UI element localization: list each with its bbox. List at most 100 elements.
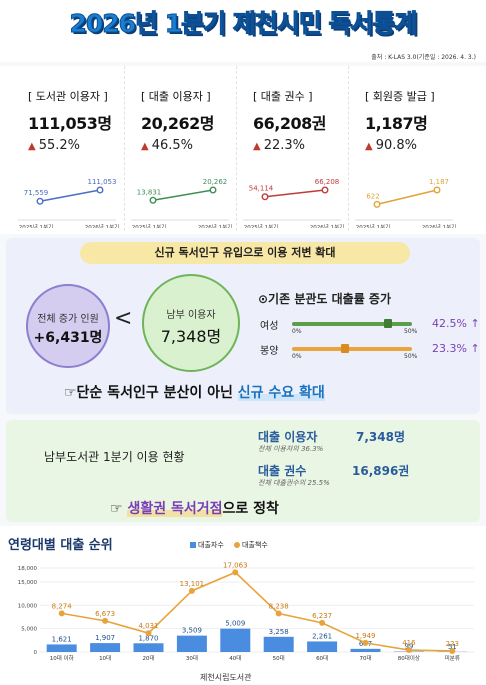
kpi-label: [ 도서관 이용자 ] xyxy=(28,90,108,103)
mini-curr-label: 2026년 1분기 xyxy=(422,223,456,228)
tick-end: 50% xyxy=(404,328,418,335)
total-increase-circle: 전체 증가 인원 +6,431명 xyxy=(26,284,110,368)
mini-trend-chart: 71,559 111,053 2025년 1분기 2026년 1분기 xyxy=(12,154,122,231)
x-tick-label: 70대 xyxy=(359,654,371,662)
x-tick-label: 50대 xyxy=(273,654,285,662)
y-tick-label: 10,000 xyxy=(18,603,38,609)
footer-org: 제천시립도서관 xyxy=(200,673,252,682)
mini-trend-line xyxy=(264,189,326,198)
x-tick-label: 10대 이하 xyxy=(50,654,74,662)
line-point-2 xyxy=(145,630,152,637)
age-loan-chart-section: 연령대별 대출 순위 대출자수 대출책수 18,000 15,000 10,000 5… xyxy=(0,526,486,685)
progress-knob xyxy=(340,344,349,353)
mini-trend-chart: 622 1,187 2025년 1분기 2026년 1분기 xyxy=(349,154,459,231)
page-title: 2026년 1분기 제천시민 독서통계 xyxy=(69,9,418,39)
x-tick-label: 40대 xyxy=(229,654,241,662)
bar-value-label: 3,258 xyxy=(269,628,289,636)
line-value-label: 8,238 xyxy=(269,603,289,611)
mini-point-curr xyxy=(96,186,104,194)
legend-line: 대출책수 xyxy=(234,541,268,549)
chart-legend: 대출자수 대출책수 xyxy=(190,540,276,550)
kpi-section: [ 도서관 이용자 ] 111,053명 ▲ 55.2% 71,559 111,05… xyxy=(0,66,486,234)
south-library-section: 남부도서관 1분기 이용 현황 대출 이용자 7,348명 전체 이용자의 36… xyxy=(6,420,480,522)
mini-prev-value: 54,114 xyxy=(249,185,274,193)
bar-value-label: 3,509 xyxy=(182,627,202,635)
kpi-card-loan-users: [ 대출 이용자 ] 20,262명 ▲ 46.5% 13,831 20,262 20… xyxy=(124,66,234,231)
line-point-7 xyxy=(362,639,369,646)
kpi-value: 20,262명 xyxy=(141,114,214,133)
total-increase-label: 전체 증가 인원 xyxy=(37,314,99,325)
bar-label-yeoseong: 여성 xyxy=(260,321,279,332)
kpi-value: 66,208권 xyxy=(253,114,326,133)
bar-6 xyxy=(307,641,338,652)
kpi-label: [ 회원증 발급 ] xyxy=(365,90,435,103)
y-tick-label: 18,000 xyxy=(18,566,38,572)
y-tick-label: 5,000 xyxy=(21,627,37,633)
slogan-highlight: 생활권 독서거점 xyxy=(127,501,223,517)
total-increase-value: +6,431명 xyxy=(33,330,103,346)
line-point-9 xyxy=(449,647,456,654)
legend-bar: 대출자수 xyxy=(190,541,224,549)
mini-point-prev xyxy=(149,196,157,204)
kpi-value: 111,053명 xyxy=(28,114,112,133)
x-tick-label: 미분류 xyxy=(445,654,460,662)
mini-trend-line xyxy=(376,189,438,206)
mini-curr-value: 66,208 xyxy=(315,178,340,186)
kpi-value: 1,187명 xyxy=(365,114,428,133)
tick-start: 0% xyxy=(292,353,302,360)
age-loan-chart: 18,000 15,000 10,000 5,000 0 1,621 10대 이하 1,907… xyxy=(18,561,474,662)
bar-7 xyxy=(350,648,381,652)
x-tick-label: 80대이상 xyxy=(398,654,420,662)
south-loan-books-share: 전체 대출권수의 25.5% xyxy=(258,479,330,487)
inflow-banner: 신규 독서인구 유입으로 이용 저변 확대 xyxy=(80,242,410,264)
mini-point-curr xyxy=(209,186,217,194)
line-value-label: 1,949 xyxy=(355,632,375,640)
line-value-label: 6,237 xyxy=(312,612,332,620)
progress-knob xyxy=(384,319,392,328)
pct-bongyang: 23.3% ↑ xyxy=(432,342,480,355)
kpi-card-library-users: [ 도서관 이용자 ] 111,053명 ▲ 55.2% 71,559 111,05… xyxy=(12,66,122,231)
south-users-label: 남부 이용자 xyxy=(166,310,216,321)
line-value-label: 223 xyxy=(446,640,459,648)
slogan-new-demand: ☞단순 독서인구 분산이 아닌 신규 수요 확대 xyxy=(64,385,325,401)
mini-curr-value: 20,262 xyxy=(203,178,228,186)
bar-value-label: 5,009 xyxy=(225,620,245,628)
bar-value-label: 1,907 xyxy=(95,634,115,642)
kpi-change: ▲ 22.3% xyxy=(253,138,306,153)
kpi-label: [ 대출 이용자 ] xyxy=(141,90,211,103)
line-point-5 xyxy=(275,610,282,617)
line-value-label: 4,031 xyxy=(138,622,158,630)
mini-trend-chart: 13,831 20,262 2025년 1분기 2026년 1분기 xyxy=(125,154,235,231)
bar-1 xyxy=(90,643,121,652)
kpi-card-loan-books: [ 대출 권수 ] 66,208권 ▲ 22.3% 54,114 66,208 202… xyxy=(236,66,346,231)
mini-prev-label: 2025년 1분기 xyxy=(19,223,53,228)
line-value-label: 6,673 xyxy=(95,610,115,618)
line-point-4 xyxy=(232,569,239,576)
mini-point-prev xyxy=(261,193,269,201)
south-loan-books-label: 대출 권수 xyxy=(258,464,307,478)
mini-prev-label: 2025년 1분기 xyxy=(356,223,390,228)
bar-3 xyxy=(176,635,207,652)
progress-bar-bongyang xyxy=(292,344,412,353)
y-tick-label: 15,000 xyxy=(18,580,38,586)
south-loan-books-value: 16,896권 xyxy=(352,464,410,478)
south-loan-users-label: 대출 이용자 xyxy=(258,430,318,444)
pct-yeoseong: 42.5% ↑ xyxy=(432,317,480,330)
kpi-change: ▲ 90.8% xyxy=(365,138,418,153)
south-loan-users-value: 7,348명 xyxy=(356,430,405,444)
bar-value-label: 1,621 xyxy=(52,635,72,643)
bar-value-label: 1,870 xyxy=(138,634,158,642)
line-value-label: 8,274 xyxy=(52,602,73,610)
mini-prev-label: 2025년 1분기 xyxy=(132,223,166,228)
x-tick-label: 30대 xyxy=(186,654,198,662)
less-than-sign: < xyxy=(114,306,133,331)
kpi-change: ▲ 46.5% xyxy=(141,138,194,153)
bar-4 xyxy=(220,628,251,652)
tick-start: 0% xyxy=(292,328,302,335)
line-point-6 xyxy=(319,619,326,626)
mini-prev-value: 13,831 xyxy=(137,188,162,196)
line-point-3 xyxy=(188,587,195,594)
chart-title: 연령대별 대출 순위 xyxy=(8,538,113,553)
mini-point-curr xyxy=(321,186,329,194)
bar-2 xyxy=(133,643,164,652)
